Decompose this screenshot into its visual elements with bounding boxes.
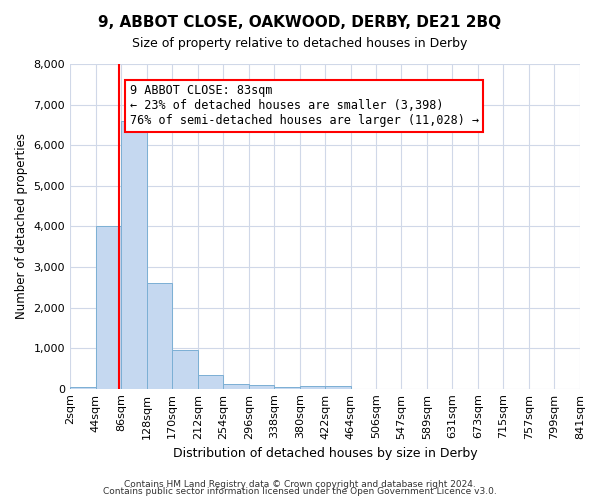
Text: Contains HM Land Registry data © Crown copyright and database right 2024.: Contains HM Land Registry data © Crown c… — [124, 480, 476, 489]
Bar — [223, 384, 249, 388]
Bar — [197, 376, 223, 388]
Bar — [274, 386, 300, 388]
Bar — [300, 386, 325, 388]
Text: 9 ABBOT CLOSE: 83sqm
← 23% of detached houses are smaller (3,398)
76% of semi-de: 9 ABBOT CLOSE: 83sqm ← 23% of detached h… — [130, 84, 479, 128]
Bar — [249, 384, 274, 388]
Bar — [172, 350, 197, 389]
Bar — [121, 121, 146, 388]
Text: Contains public sector information licensed under the Open Government Licence v3: Contains public sector information licen… — [103, 487, 497, 496]
Bar — [325, 386, 351, 388]
Bar — [146, 283, 172, 389]
Bar — [95, 226, 121, 388]
Text: 9, ABBOT CLOSE, OAKWOOD, DERBY, DE21 2BQ: 9, ABBOT CLOSE, OAKWOOD, DERBY, DE21 2BQ — [98, 15, 502, 30]
X-axis label: Distribution of detached houses by size in Derby: Distribution of detached houses by size … — [173, 447, 478, 460]
Bar — [70, 386, 95, 388]
Text: Size of property relative to detached houses in Derby: Size of property relative to detached ho… — [133, 38, 467, 51]
Y-axis label: Number of detached properties: Number of detached properties — [15, 134, 28, 320]
